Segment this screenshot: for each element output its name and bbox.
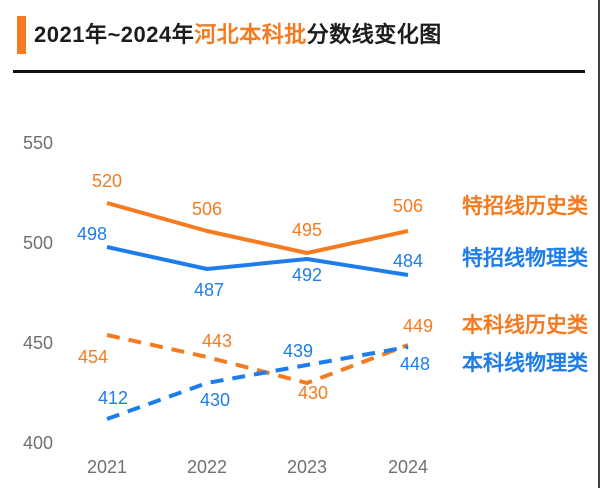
legend-label: 本科线物理类: [462, 351, 589, 375]
data-label: 430: [200, 390, 230, 410]
y-tick-label: 450: [23, 333, 53, 353]
title-divider-line: [13, 70, 585, 73]
series-line-0: [106, 201, 409, 255]
data-label: 443: [202, 331, 232, 351]
legend-label: 特招线历史类: [462, 194, 589, 218]
data-label: 448: [400, 354, 430, 374]
data-label: 498: [77, 224, 107, 244]
legend-label: 特招线物理类: [462, 246, 589, 270]
x-tick-label: 2023: [287, 457, 327, 477]
data-label: 487: [194, 280, 224, 300]
x-tick-label: 2021: [87, 457, 127, 477]
data-label: 412: [98, 388, 128, 408]
data-label: 495: [292, 220, 322, 240]
data-label: 430: [298, 383, 328, 403]
series-line-1: [106, 245, 409, 277]
data-label: 449: [403, 316, 433, 336]
data-label: 492: [292, 265, 322, 285]
x-tick-label: 2022: [187, 457, 227, 477]
legend-label: 本科线历史类: [462, 313, 589, 337]
title-highlight: 河北本科批: [194, 22, 307, 47]
page-title: 2021年~2024年河北本科批分数线变化图: [34, 21, 442, 49]
data-label: 520: [92, 171, 122, 191]
data-label: 454: [78, 347, 108, 367]
y-tick-label: 500: [23, 233, 53, 253]
x-tick-label: 2024: [388, 457, 428, 477]
data-label: 506: [192, 199, 222, 219]
y-tick-label: 400: [23, 433, 53, 453]
series-line-3: [106, 345, 409, 421]
y-tick-label: 550: [23, 133, 53, 153]
series-line-2: [106, 333, 409, 385]
right-edge-border: [598, 0, 600, 488]
data-label: 506: [393, 196, 423, 216]
title-accent-bar: [17, 16, 26, 54]
data-label: 484: [393, 251, 423, 271]
data-label: 439: [283, 341, 313, 361]
title-prefix: 2021年~2024年: [34, 22, 195, 47]
title-suffix: 分数线变化图: [306, 22, 442, 47]
